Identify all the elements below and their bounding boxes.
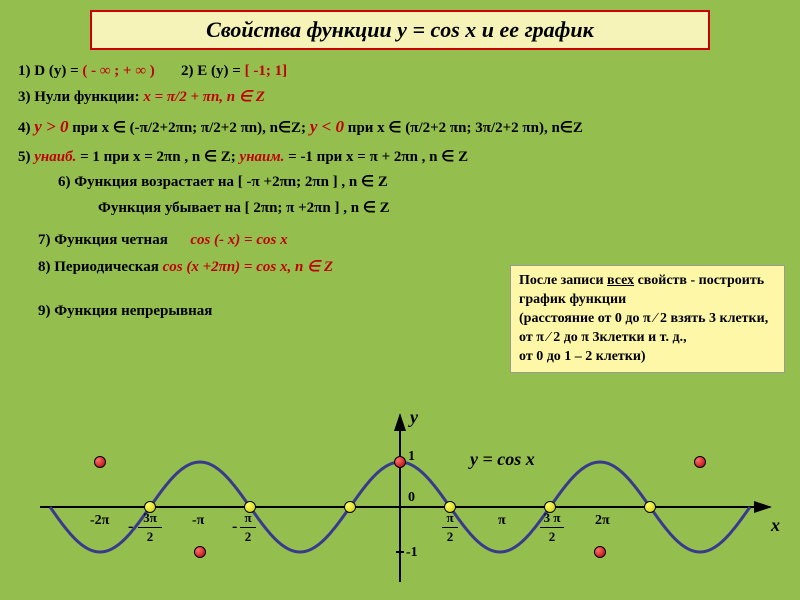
prop-3-label: 3) Нули функции: bbox=[18, 89, 143, 105]
zero-dot bbox=[544, 501, 556, 513]
note-l1a: После записи bbox=[519, 273, 607, 288]
zero-dot bbox=[244, 501, 256, 513]
x-tick-neg3pi2: 3π2- bbox=[138, 510, 162, 545]
zero-dot bbox=[344, 501, 356, 513]
x-tick-pi2: π2 bbox=[442, 510, 458, 545]
zero-dot bbox=[144, 501, 156, 513]
graph-svg bbox=[20, 407, 780, 592]
x-tick-negpi: -π bbox=[192, 513, 204, 529]
prop-9-continuous: 9) Функция непрерывная bbox=[38, 300, 583, 323]
y-tick-1: 1 bbox=[408, 449, 415, 465]
prop-4-pos-text: при x ∈ (-π/2+2πn; π/2+2 πn), n∈Z; bbox=[72, 120, 310, 136]
prop-5-min: унаим. bbox=[240, 149, 285, 165]
prop-2-label: 2) E (y) = bbox=[181, 63, 245, 79]
prop-7-even: cos (- x) = cos x bbox=[190, 232, 287, 248]
x-tick-negpi2: π2- bbox=[240, 510, 256, 545]
prop-3-zeros: x = π/2 + πn, n ∈ Z bbox=[143, 89, 265, 105]
prop-7-label: 7) Функция четная bbox=[38, 232, 168, 248]
prop-4-pos: у > 0 bbox=[34, 117, 68, 136]
function-label: y = cos x bbox=[470, 449, 535, 470]
max-dot bbox=[694, 456, 706, 468]
note-l2: (расстояние от 0 до π ∕ 2 взять 3 клетки… bbox=[519, 311, 768, 345]
x-tick-2pi: 2π bbox=[595, 513, 610, 529]
prop-4-neg-text: при x ∈ (π/2+2 πn; 3π/2+2 πn), n∈Z bbox=[348, 120, 583, 136]
prop-4-label: 4) bbox=[18, 120, 34, 136]
max-dot bbox=[394, 456, 406, 468]
title-box: Свойства функции y = cos x и ее график bbox=[90, 10, 710, 50]
prop-1-label: 1) D (y) = bbox=[18, 63, 82, 79]
x-axis-label: x bbox=[771, 515, 780, 536]
min-dot bbox=[594, 546, 606, 558]
prop-5-max-text: = 1 при x = 2πn , n ∈ Z; bbox=[80, 149, 239, 165]
cosine-graph: (function(){ const ox=380, oy=100, sx=20… bbox=[20, 407, 780, 592]
x-tick-pi: π bbox=[498, 513, 506, 529]
y-tick-neg1: -1 bbox=[406, 545, 418, 561]
y-tick-0: 0 bbox=[408, 490, 415, 506]
prop-8-label: 8) Периодическая bbox=[38, 259, 163, 275]
prop-2-range: [ -1; 1] bbox=[245, 63, 287, 79]
prop-5-min-text: = -1 при x = π + 2πn , n ∈ Z bbox=[288, 149, 468, 165]
prop-6-dec: Функция убывает на [ 2πn; π +2πn ] , n ∈… bbox=[98, 197, 583, 220]
prop-1-domain: ( - ∞ ; + ∞ ) bbox=[82, 63, 154, 79]
prop-6-inc: 6) Функция возрастает на [ -π +2πn; 2πn … bbox=[58, 171, 583, 194]
zero-dot bbox=[644, 501, 656, 513]
prop-5-label: 5) bbox=[18, 149, 34, 165]
note-l3: от 0 до 1 – 2 клетки) bbox=[519, 349, 646, 364]
prop-5-max: унаиб. bbox=[34, 149, 76, 165]
zero-dot bbox=[444, 501, 456, 513]
x-tick-neg2pi: -2π bbox=[90, 513, 109, 529]
hint-note: После записи всех свойств - построить гр… bbox=[510, 265, 785, 373]
max-dot bbox=[94, 456, 106, 468]
properties-list: 1) D (y) = ( - ∞ ; + ∞ ) 2) E (y) = [ -1… bbox=[18, 60, 583, 326]
y-axis-label: y bbox=[410, 407, 418, 428]
x-tick-3pi2: 3 π2 bbox=[540, 510, 564, 545]
prop-4-neg: у < 0 bbox=[310, 117, 344, 136]
prop-8-periodic: cos (x +2πn) = cos x, n ∈ Z bbox=[163, 259, 333, 275]
page-title: Свойства функции y = cos x и ее график bbox=[206, 17, 594, 43]
note-l1b: всех bbox=[607, 273, 634, 288]
min-dot bbox=[194, 546, 206, 558]
